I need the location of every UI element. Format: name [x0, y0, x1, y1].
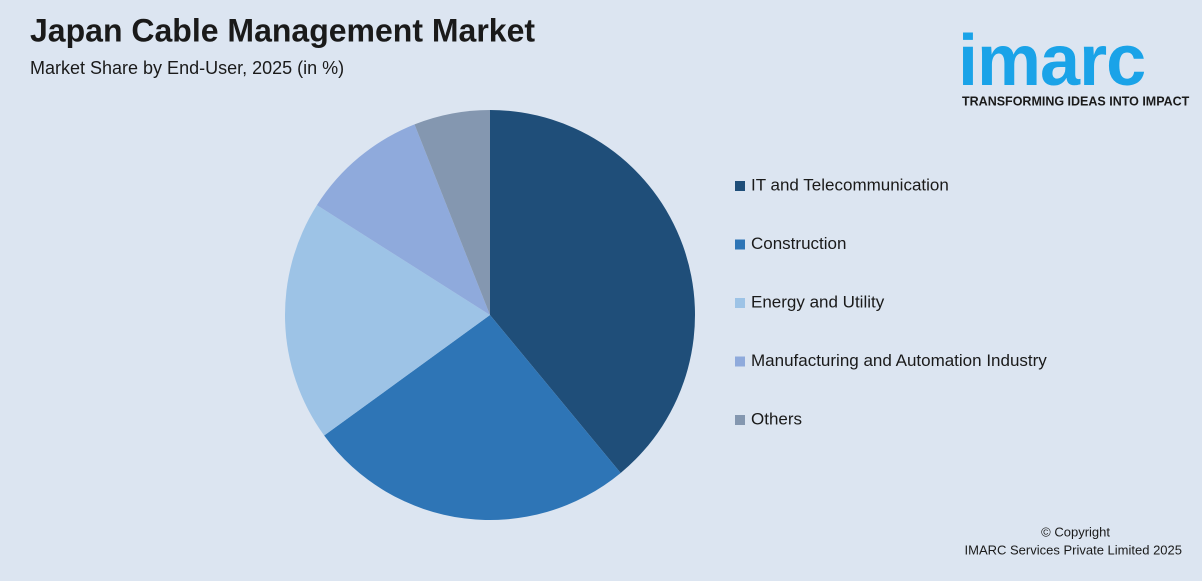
pie-slice — [490, 110, 695, 473]
legend-swatch — [735, 239, 745, 250]
legend-swatch — [735, 415, 745, 425]
chart-title: Japan Cable Management Market — [30, 12, 535, 48]
legend-label: Energy and Utility — [751, 292, 885, 311]
company: IMARC Services Private Limited 2025 — [965, 542, 1182, 557]
legend-swatch — [735, 181, 745, 191]
pie — [285, 110, 695, 520]
pie-slice — [324, 315, 621, 520]
logo-tagline: TRANSFORMING IDEAS INTO IMPACT — [962, 94, 1190, 108]
pie-slice — [285, 205, 490, 436]
legend-label: Others — [751, 409, 802, 428]
logo: imarc — [958, 21, 1145, 101]
legend-swatch — [735, 298, 745, 308]
legend: IT and Telecommunication Construction Ener… — [735, 175, 1047, 428]
chart-subtitle: Market Share by End-User, 2025 (in %) — [30, 58, 344, 78]
legend-label: Construction — [751, 234, 846, 253]
pie-slice — [414, 110, 490, 315]
legend-label: IT and Telecommunication — [751, 175, 949, 194]
copyright: © Copyright — [1041, 524, 1110, 539]
legend-label: Manufacturing and Automation Industry — [751, 351, 1047, 370]
legend-swatch — [735, 356, 745, 367]
pie-slice — [316, 124, 490, 316]
